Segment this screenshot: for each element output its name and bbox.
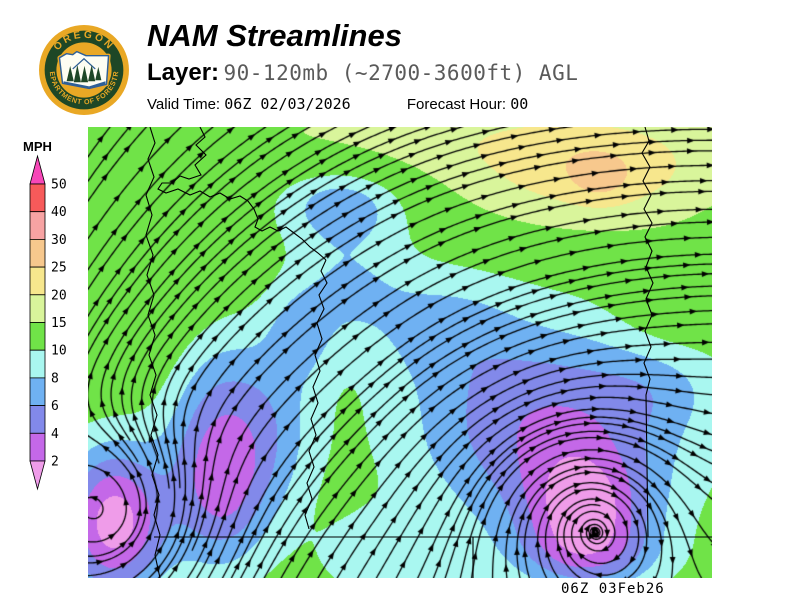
logo-oregon-scene (57, 49, 111, 91)
legend-band (29, 239, 46, 268)
legend-title: MPH (23, 139, 52, 154)
valid-time-label: Valid Time: (147, 96, 221, 113)
legend-tick-label: 30 (51, 233, 67, 248)
layer-line: Layer: 90-120mb (~2700-3600ft) AGL (147, 59, 578, 87)
logo-water (63, 81, 106, 88)
forecast-hour-label: Forecast Hour: (406, 96, 507, 113)
legend-tick-label: 40 (51, 205, 67, 220)
legend-tick-label: 2 (51, 455, 59, 470)
legend-tick-label: 4 (51, 427, 59, 442)
legend-tick-label: 6 (51, 399, 59, 414)
legend-tick-label: 20 (51, 288, 67, 303)
map-timestamp: 06Z 03Feb26 (561, 581, 665, 597)
valid-time-line: Valid Time: 06Z 02/03/2026 Forecast Hour… (147, 95, 578, 113)
forecast-hour-value: 00 (510, 95, 529, 113)
legend-band (29, 405, 46, 434)
legend-band (29, 294, 46, 323)
header: NAM Streamlines Layer: 90-120mb (~2700-3… (147, 18, 578, 113)
layer-label: Layer: (147, 59, 220, 86)
legend-band (29, 377, 46, 406)
legend-tick-label: 10 (51, 344, 67, 359)
legend-tick-label: 8 (51, 371, 59, 386)
layer-value: 90-120mb (~2700-3600ft) AGL (223, 61, 579, 85)
streamlines-layer (88, 127, 712, 578)
legend-band (29, 183, 46, 213)
valid-time-value: 06Z 02/03/2026 (224, 95, 351, 113)
legend-band (29, 349, 46, 379)
legend-band (29, 211, 46, 240)
logo-trees (66, 64, 102, 83)
logo-mountain (72, 57, 96, 70)
legend-band (29, 266, 46, 296)
legend-band (29, 432, 46, 462)
legend-band (29, 322, 46, 351)
streamline-map (88, 127, 712, 578)
legend-arrow-top (29, 154, 46, 185)
legend-arrow-bottom (29, 460, 46, 491)
legend-tick-label: 15 (51, 316, 67, 331)
legend-tick-label: 25 (51, 261, 67, 276)
wind-speed-legend: 50 40 30 25 20 15 10 8 6 4 2 (29, 154, 67, 491)
odf-logo: OREGON DEPARTMENT OF FORESTRY (38, 24, 129, 115)
legend-tick-label: 50 (51, 178, 67, 193)
page-title: NAM Streamlines (147, 18, 402, 53)
